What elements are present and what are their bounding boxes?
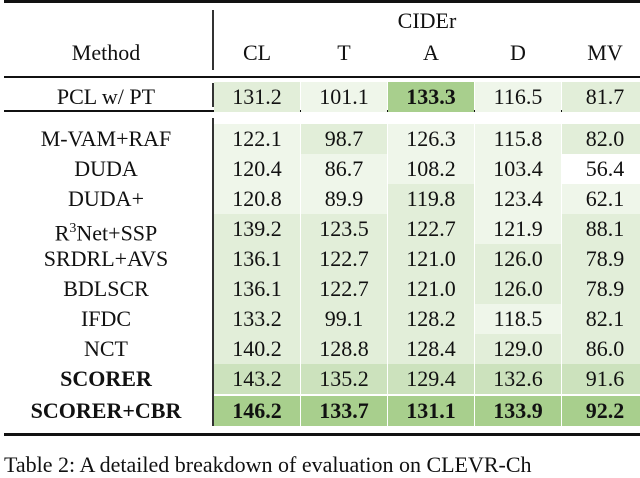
value-cell: 136.1	[214, 274, 300, 304]
method-name: SCORER	[60, 366, 152, 391]
value-cell: 121.9	[475, 214, 561, 244]
value-cell: 101.1	[301, 82, 387, 112]
method-name: BDLSCR	[63, 276, 149, 301]
value-cell: 118.5	[475, 304, 561, 334]
value-cell: 92.2	[562, 396, 640, 426]
table-caption: Table 2: A detailed breakdown of evaluat…	[4, 452, 532, 477]
value-cell: 88.1	[562, 214, 640, 244]
body-divider-1	[212, 83, 214, 107]
value-cell: 78.9	[562, 274, 640, 304]
method-name: SCORER+CBR	[30, 398, 182, 423]
value-cell: 119.8	[388, 184, 474, 214]
bottom-rule	[4, 433, 640, 436]
value-cell: 98.7	[301, 124, 387, 154]
value-cell: 123.4	[475, 184, 561, 214]
method-name: PCL w/ PT	[56, 84, 156, 109]
method-name: IFDC	[80, 306, 132, 331]
value-cell: 86.7	[301, 154, 387, 184]
value-cell: 132.6	[475, 364, 561, 394]
value-cell: 126.3	[388, 124, 474, 154]
value-cell: 128.8	[301, 334, 387, 364]
method-superscript: 3	[69, 221, 77, 236]
value-cell: 122.7	[301, 274, 387, 304]
value-cell: 140.2	[214, 334, 300, 364]
value-cell: 120.4	[214, 154, 300, 184]
value-cell: 133.3	[388, 82, 474, 112]
method-name: DUDA+	[68, 186, 144, 211]
value-cell: 129.4	[388, 364, 474, 394]
value-cell: 89.9	[301, 184, 387, 214]
value-cell: 116.5	[475, 82, 561, 112]
value-cell: 131.2	[214, 82, 300, 112]
value-cell: 133.7	[301, 396, 387, 426]
value-cell: 91.6	[562, 364, 640, 394]
value-cell: 56.4	[562, 154, 640, 184]
value-cell: 86.0	[562, 334, 640, 364]
header-rule	[4, 76, 640, 78]
column-header-cl: CL	[242, 40, 272, 65]
value-cell: 121.0	[388, 274, 474, 304]
value-cell: 126.0	[475, 244, 561, 274]
column-header-mv: MV	[587, 40, 623, 65]
value-cell: 115.8	[475, 124, 561, 154]
method-name-part: Net+SSP	[76, 220, 158, 246]
value-cell: 131.1	[388, 396, 474, 426]
body-divider-2	[212, 118, 214, 426]
column-header-a: A	[423, 40, 439, 65]
value-cell: 146.2	[214, 396, 300, 426]
method-name-part: R	[54, 220, 70, 246]
column-header-d: D	[510, 40, 526, 65]
value-cell: 108.2	[388, 154, 474, 184]
method-name: NCT	[84, 336, 128, 361]
value-cell: 128.4	[388, 334, 474, 364]
value-cell: 121.0	[388, 244, 474, 274]
header-divider	[212, 10, 214, 70]
value-cell: 82.0	[562, 124, 640, 154]
top-rule	[4, 0, 640, 3]
value-cell: 136.1	[214, 244, 300, 274]
value-cell: 133.9	[475, 396, 561, 426]
value-cell: 122.7	[388, 214, 474, 244]
value-cell: 128.2	[388, 304, 474, 334]
method-name: R3Net+SSP	[0, 214, 212, 248]
value-cell: 82.1	[562, 304, 640, 334]
value-cell: 126.0	[475, 274, 561, 304]
value-cell: 78.9	[562, 244, 640, 274]
value-cell: 122.1	[214, 124, 300, 154]
group-header-cider: CIDEr	[397, 8, 457, 33]
method-name: SRDRL+AVS	[43, 246, 169, 271]
value-cell: 129.0	[475, 334, 561, 364]
method-name: M-VAM+RAF	[40, 126, 172, 151]
value-cell: 135.2	[301, 364, 387, 394]
value-cell: 62.1	[562, 184, 640, 214]
value-cell: 139.2	[214, 214, 300, 244]
value-cell: 133.2	[214, 304, 300, 334]
value-cell: 99.1	[301, 304, 387, 334]
value-cell: 123.5	[301, 214, 387, 244]
method-header: Method	[71, 40, 141, 65]
method-name: DUDA	[74, 156, 138, 181]
value-cell: 120.8	[214, 184, 300, 214]
column-header-t: T	[337, 40, 351, 65]
value-cell: 103.4	[475, 154, 561, 184]
value-cell: 81.7	[562, 82, 640, 112]
value-cell: 143.2	[214, 364, 300, 394]
value-cell: 122.7	[301, 244, 387, 274]
